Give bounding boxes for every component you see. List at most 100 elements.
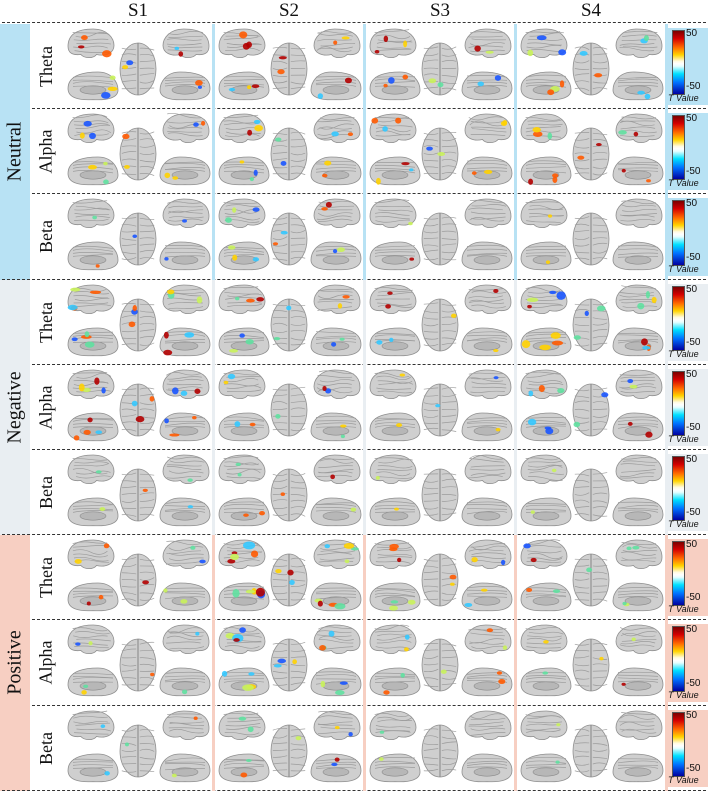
brain-sulcus: [164, 767, 205, 770]
activation-cluster: [340, 434, 345, 438]
brain-sulcus: [164, 248, 206, 252]
brain-sulcus: [139, 131, 155, 135]
corpus-callosum: [171, 426, 199, 436]
activation-cluster: [409, 257, 415, 262]
brain-sulcus: [272, 749, 288, 751]
brain-sulcus: [423, 224, 439, 227]
brain-sulcus: [317, 39, 352, 42]
brain-sulcus: [423, 86, 439, 90]
brain-sulcus: [290, 224, 306, 228]
brain-sulcus: [167, 211, 203, 215]
brain-sulcus: [619, 214, 655, 218]
brain-sulcus: [617, 256, 659, 259]
brain-surface: [369, 454, 417, 485]
brain-medial-view: [612, 412, 664, 441]
brain-lateral-view: [162, 454, 210, 485]
activation-cluster: [103, 543, 110, 549]
colorbar-gradient: [672, 370, 685, 436]
brain-sulcus: [139, 72, 155, 76]
brain-sulcus: [272, 507, 288, 509]
colorbar: 50 -50 T Value: [666, 709, 708, 787]
brain-sulcus: [166, 121, 202, 124]
activation-cluster: [94, 377, 100, 385]
brain-medial-view: [310, 667, 362, 697]
brain-sulcus: [226, 389, 262, 392]
activation-cluster: [187, 478, 193, 482]
brain-lateral-view: [162, 539, 210, 570]
brain-sulcus: [166, 627, 202, 634]
activation-cluster: [246, 41, 252, 48]
brain-sulcus: [272, 663, 288, 666]
brain-sulcus: [527, 465, 563, 471]
brain-sulcus: [164, 245, 206, 249]
activation-cluster: [232, 589, 240, 598]
brain-sulcus: [164, 425, 206, 428]
colorbar-max-label: 50: [686, 454, 698, 465]
brain-lateral-view: [369, 113, 417, 144]
corpus-callosum: [532, 767, 560, 777]
activation-cluster: [408, 222, 413, 226]
brain-sulcus: [317, 126, 352, 130]
brain-sulcus: [468, 45, 504, 48]
activation-cluster: [124, 165, 130, 170]
brain-sulcus: [374, 595, 416, 598]
brain-sulcus: [441, 644, 457, 647]
activation-cluster: [641, 337, 648, 346]
brain-sulcus: [471, 38, 507, 41]
activation-cluster: [243, 513, 249, 517]
brain-sulcus: [223, 712, 259, 715]
brain-sulcus: [466, 419, 508, 423]
activation-cluster: [330, 474, 335, 480]
brain-sulcus: [139, 402, 155, 405]
activation-cluster: [493, 348, 499, 352]
brain-sulcus: [527, 379, 563, 383]
brain-sulcus: [423, 323, 439, 326]
activation-cluster: [195, 632, 200, 636]
brain-sulcus: [423, 768, 439, 771]
brain-sulcus: [592, 768, 608, 771]
brain-surface: [162, 539, 210, 570]
brain-sulcus: [121, 173, 137, 175]
brain-sulcus: [167, 127, 203, 130]
activation-cluster: [250, 550, 259, 558]
brain-surface: [313, 369, 361, 399]
brain-sulcus: [441, 741, 457, 744]
activation-cluster: [325, 202, 332, 209]
brain-sulcus: [528, 476, 563, 481]
brain-sulcus: [441, 243, 457, 246]
brain-medial-view: [612, 156, 664, 186]
brain-sulcus: [226, 476, 262, 480]
activation-cluster: [632, 546, 640, 550]
colorbar-max-label: 50: [686, 198, 698, 210]
brain-sulcus: [620, 390, 656, 393]
activation-cluster: [193, 122, 199, 128]
activation-cluster: [596, 143, 602, 147]
brain-medial-view: [310, 582, 362, 612]
brain-sulcus: [423, 316, 439, 320]
brain-sulcus: [423, 67, 439, 69]
brain-render: [369, 284, 513, 356]
brain-sulcus: [470, 465, 506, 468]
brain-sulcus: [466, 595, 508, 598]
brain-sulcus: [168, 30, 204, 35]
brain-lateral-view: [520, 113, 568, 144]
brain-sulcus: [72, 422, 114, 425]
brain-sulcus: [617, 672, 659, 675]
activation-cluster: [526, 588, 533, 593]
brain-medial-view: [218, 412, 270, 441]
activation-cluster: [389, 547, 398, 552]
brain-medial-view: [369, 412, 421, 441]
brain-sulcus: [139, 577, 155, 581]
brain-medial-view: [461, 667, 513, 697]
brain-sulcus: [592, 598, 608, 602]
brain-lateral-view: [218, 454, 266, 485]
brain-sulcus: [315, 415, 357, 419]
brain-sulcus: [620, 633, 656, 638]
colorbar-max-label: 50: [686, 624, 698, 636]
brain-sulcus: [592, 250, 608, 254]
brain-sulcus: [574, 244, 590, 247]
activation-cluster: [586, 567, 593, 573]
activation-cluster: [645, 290, 650, 299]
activation-cluster: [238, 716, 247, 721]
brain-sulcus: [168, 631, 204, 638]
